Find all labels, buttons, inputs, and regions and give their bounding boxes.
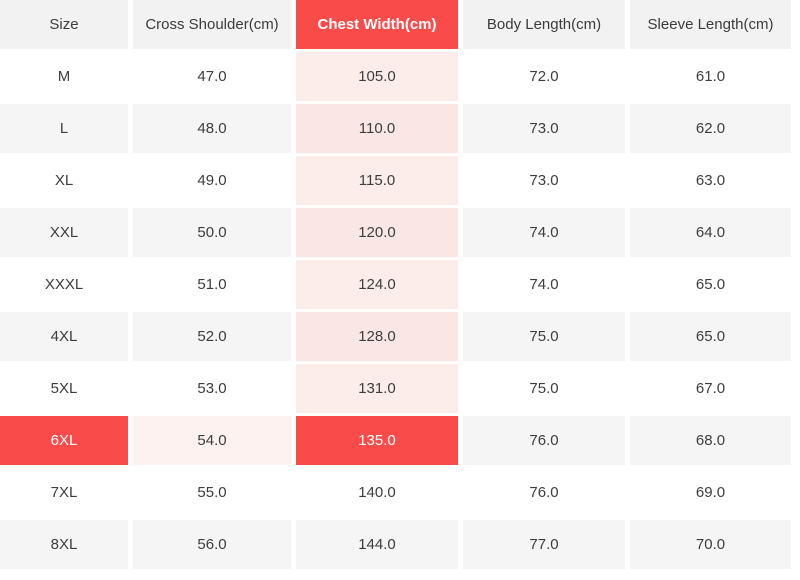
value-cell[interactable]: 51.0 <box>133 260 296 312</box>
row-header-size[interactable]: 7XL <box>0 468 133 520</box>
row-header-size[interactable]: XXL <box>0 208 133 260</box>
column-header-cross-shoulder-cm[interactable]: Cross Shoulder(cm) <box>133 0 296 52</box>
value-cell[interactable]: 69.0 <box>630 468 791 520</box>
size-row-4xl: 4XL 52.0 128.0 75.0 65.0 <box>0 312 791 364</box>
value-cell[interactable]: 52.0 <box>133 312 296 364</box>
value-cell[interactable]: 67.0 <box>630 364 791 416</box>
row-header-size[interactable]: XL <box>0 156 133 208</box>
column-header-sleeve-length-cm[interactable]: Sleeve Length(cm) <box>630 0 791 52</box>
value-cell[interactable]: 56.0 <box>133 520 296 572</box>
size-row-l: L 48.0 110.0 73.0 62.0 <box>0 104 791 156</box>
column-header-size[interactable]: Size <box>0 0 133 52</box>
size-row-xxl: XXL 50.0 120.0 74.0 64.0 <box>0 208 791 260</box>
value-cell[interactable]: 73.0 <box>463 104 630 156</box>
value-cell[interactable]: 75.0 <box>463 312 630 364</box>
value-cell[interactable]: 65.0 <box>630 260 791 312</box>
size-row-7xl: 7XL 55.0 140.0 76.0 69.0 <box>0 468 791 520</box>
value-cell[interactable]: 62.0 <box>630 104 791 156</box>
value-cell[interactable]: 63.0 <box>630 156 791 208</box>
value-cell[interactable]: 55.0 <box>133 468 296 520</box>
size-row-6xl: 6XL 54.0 135.0 76.0 68.0 <box>0 416 791 468</box>
size-row-xl: XL 49.0 115.0 73.0 63.0 <box>0 156 791 208</box>
value-cell[interactable]: 75.0 <box>463 364 630 416</box>
header-row: Size Cross Shoulder(cm) Chest Width(cm) Bod… <box>0 0 791 52</box>
value-cell[interactable]: 50.0 <box>133 208 296 260</box>
value-cell[interactable]: 70.0 <box>630 520 791 572</box>
selected-value-cell[interactable]: 135.0 <box>296 416 463 468</box>
value-cell[interactable]: 48.0 <box>133 104 296 156</box>
row-header-size[interactable]: 4XL <box>0 312 133 364</box>
value-cell[interactable]: 76.0 <box>463 468 630 520</box>
size-chart-table: Size Cross Shoulder(cm) Chest Width(cm) Bod… <box>0 0 791 572</box>
value-cell[interactable]: 144.0 <box>296 520 463 572</box>
selected-row-header-size[interactable]: 6XL <box>0 416 133 468</box>
value-cell[interactable]: 110.0 <box>296 104 463 156</box>
selected-column-header-chest-width-cm[interactable]: Chest Width(cm) <box>296 0 463 52</box>
size-row-xxxl: XXXL 51.0 124.0 74.0 65.0 <box>0 260 791 312</box>
value-cell[interactable]: 53.0 <box>133 364 296 416</box>
value-cell[interactable]: 54.0 <box>133 416 296 468</box>
row-header-size[interactable]: XXXL <box>0 260 133 312</box>
size-row-8xl: 8XL 56.0 144.0 77.0 70.0 <box>0 520 791 572</box>
size-row-5xl: 5XL 53.0 131.0 75.0 67.0 <box>0 364 791 416</box>
value-cell[interactable]: 105.0 <box>296 52 463 104</box>
value-cell[interactable]: 124.0 <box>296 260 463 312</box>
row-header-size[interactable]: M <box>0 52 133 104</box>
column-header-body-length-cm[interactable]: Body Length(cm) <box>463 0 630 52</box>
value-cell[interactable]: 76.0 <box>463 416 630 468</box>
row-header-size[interactable]: 8XL <box>0 520 133 572</box>
value-cell[interactable]: 74.0 <box>463 260 630 312</box>
value-cell[interactable]: 68.0 <box>630 416 791 468</box>
size-row-m: M 47.0 105.0 72.0 61.0 <box>0 52 791 104</box>
value-cell[interactable]: 61.0 <box>630 52 791 104</box>
value-cell[interactable]: 74.0 <box>463 208 630 260</box>
row-header-size[interactable]: L <box>0 104 133 156</box>
value-cell[interactable]: 115.0 <box>296 156 463 208</box>
row-header-size[interactable]: 5XL <box>0 364 133 416</box>
value-cell[interactable]: 47.0 <box>133 52 296 104</box>
value-cell[interactable]: 64.0 <box>630 208 791 260</box>
size-chart-body: M 47.0 105.0 72.0 61.0 L 48.0 110.0 73.0 62.0 XL 49… <box>0 52 791 572</box>
value-cell[interactable]: 120.0 <box>296 208 463 260</box>
value-cell[interactable]: 49.0 <box>133 156 296 208</box>
value-cell[interactable]: 73.0 <box>463 156 630 208</box>
value-cell[interactable]: 77.0 <box>463 520 630 572</box>
value-cell[interactable]: 72.0 <box>463 52 630 104</box>
value-cell[interactable]: 140.0 <box>296 468 463 520</box>
value-cell[interactable]: 131.0 <box>296 364 463 416</box>
value-cell[interactable]: 128.0 <box>296 312 463 364</box>
value-cell[interactable]: 65.0 <box>630 312 791 364</box>
